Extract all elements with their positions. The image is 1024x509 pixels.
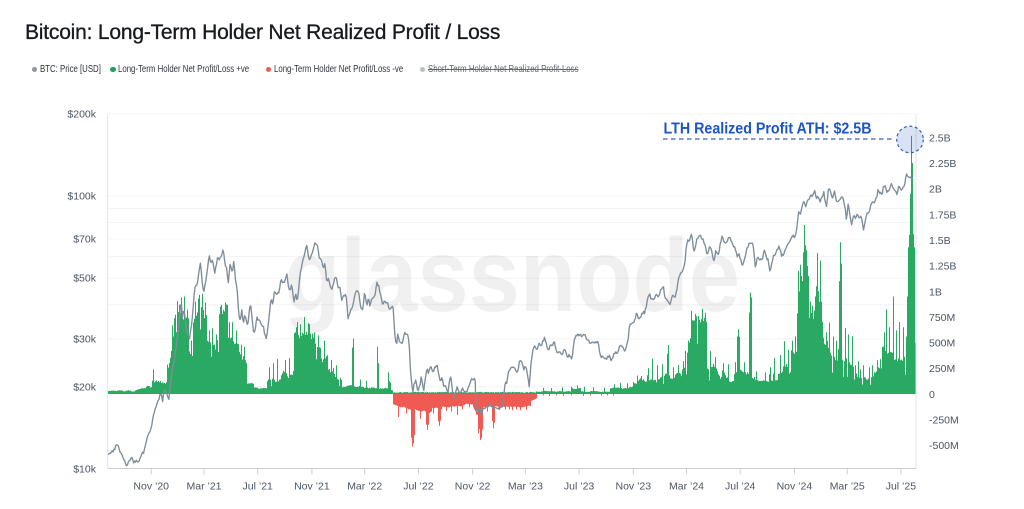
svg-text:$100k: $100k: [67, 191, 96, 203]
svg-text:Mar ’24: Mar ’24: [669, 481, 704, 493]
svg-text:Mar ’25: Mar ’25: [830, 481, 865, 493]
svg-text:Mar ’21: Mar ’21: [186, 481, 221, 493]
svg-text:$200k: $200k: [67, 108, 96, 120]
svg-text:2.5B: 2.5B: [929, 132, 951, 144]
svg-text:$70k: $70k: [73, 234, 97, 246]
svg-text:0: 0: [929, 389, 935, 401]
svg-text:Mar ’22: Mar ’22: [347, 481, 382, 493]
svg-text:1.75B: 1.75B: [929, 209, 956, 221]
svg-text:500M: 500M: [929, 338, 955, 350]
svg-text:Jul ’21: Jul ’21: [243, 481, 274, 493]
svg-text:Nov ’24: Nov ’24: [777, 481, 813, 493]
svg-text:$50k: $50k: [73, 273, 97, 285]
svg-text:1B: 1B: [929, 286, 942, 298]
svg-text:$10k: $10k: [73, 464, 97, 476]
svg-text:Nov ’22: Nov ’22: [455, 481, 491, 493]
svg-text:1.25B: 1.25B: [929, 261, 956, 273]
svg-text:-250M: -250M: [929, 415, 959, 427]
svg-text:-500M: -500M: [929, 440, 959, 452]
svg-text:2B: 2B: [929, 184, 942, 196]
svg-text:Jul ’25: Jul ’25: [886, 481, 917, 493]
svg-text:Nov ’21: Nov ’21: [294, 481, 330, 493]
svg-text:Nov ’20: Nov ’20: [133, 481, 169, 493]
svg-text:750M: 750M: [929, 312, 955, 324]
svg-text:glassnode: glassnode: [284, 218, 740, 334]
svg-text:$30k: $30k: [73, 333, 97, 345]
svg-text:$20k: $20k: [73, 381, 97, 393]
svg-text:Jul ’22: Jul ’22: [403, 481, 434, 493]
svg-text:LTH Realized Profit ATH: $2.5B: LTH Realized Profit ATH: $2.5B: [664, 121, 872, 138]
svg-text:Mar ’23: Mar ’23: [508, 481, 543, 493]
svg-text:Jul ’23: Jul ’23: [564, 481, 595, 493]
svg-text:Jul ’24: Jul ’24: [725, 481, 756, 493]
svg-text:Nov ’23: Nov ’23: [615, 481, 651, 493]
svg-text:2.25B: 2.25B: [929, 158, 956, 170]
svg-text:250M: 250M: [929, 363, 955, 375]
svg-text:1.5B: 1.5B: [929, 235, 951, 247]
